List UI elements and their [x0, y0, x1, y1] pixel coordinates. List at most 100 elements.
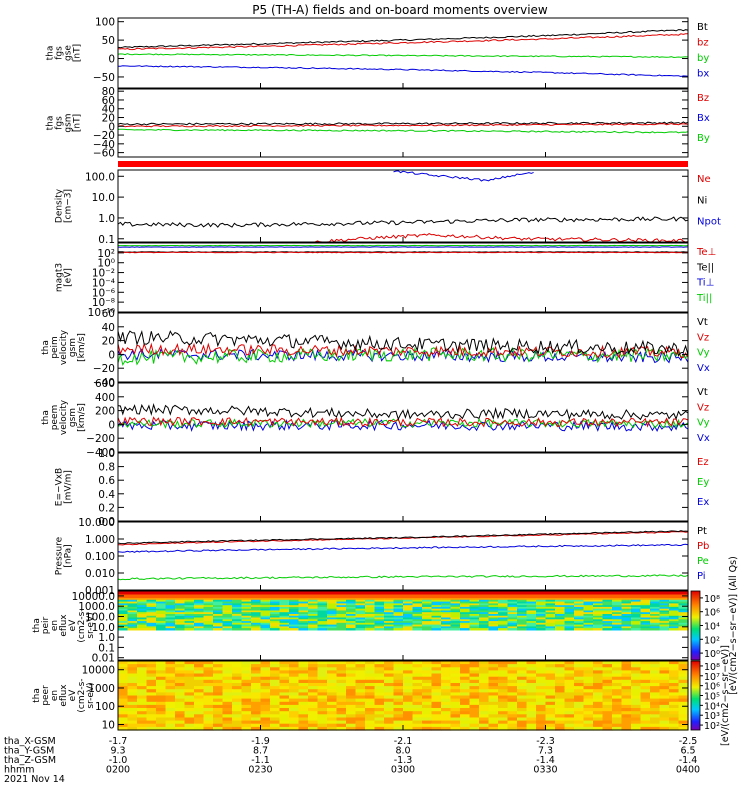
- spectrogram-cell: [194, 695, 205, 700]
- spectrogram-cell: [232, 704, 243, 709]
- spectrogram-cell: [289, 676, 300, 681]
- spectrogram-cell: [441, 695, 452, 700]
- spectrogram-cell: [289, 723, 300, 728]
- spectrogram-cell: [127, 723, 138, 728]
- spectrogram-cell: [602, 689, 613, 693]
- spectrogram-cell: [308, 701, 319, 706]
- spectrogram-cell: [574, 679, 585, 684]
- spectrogram-cell: [469, 624, 480, 627]
- spectrogram-cell: [279, 701, 290, 706]
- spectrogram-cell: [251, 704, 262, 709]
- x-tick-value: -1.4: [679, 755, 698, 766]
- spectrogram-cell: [593, 664, 604, 668]
- spectrogram-cell: [393, 601, 404, 604]
- spectrogram-cell: [156, 673, 167, 678]
- spectrogram-cell: [631, 626, 642, 629]
- spectrogram-cell: [279, 621, 290, 624]
- spectrogram-cell: [450, 692, 461, 697]
- spectrogram-cell: [298, 628, 309, 631]
- spectrogram-cell: [213, 610, 224, 613]
- spectrogram-cell: [412, 605, 423, 608]
- spectrogram-cell: [450, 624, 461, 627]
- spectrogram-cell: [213, 667, 224, 671]
- spectrogram-cell: [289, 667, 300, 671]
- spectrogram-cell: [298, 591, 309, 594]
- spectrogram-cell: [346, 692, 357, 697]
- spectrogram-cell: [488, 683, 499, 687]
- spectrogram-cell: [517, 626, 528, 629]
- spectrogram-cell: [602, 692, 613, 697]
- spectrogram-cell: [669, 591, 680, 594]
- spectrogram-cell: [460, 701, 471, 706]
- spectrogram-cell: [336, 720, 347, 725]
- spectrogram-cell: [308, 610, 319, 613]
- spectrogram-cell: [479, 594, 490, 597]
- spectrogram-cell: [175, 598, 186, 601]
- spectrogram-cell: [270, 698, 281, 703]
- spectrogram-cell: [384, 610, 395, 613]
- spectrogram-cell: [317, 704, 328, 709]
- spectrogram-cell: [507, 686, 518, 690]
- spectrogram-cell: [536, 601, 547, 604]
- y-tick-label: 0.1: [98, 642, 115, 654]
- spectrogram-cell: [336, 704, 347, 709]
- spectrogram-cell: [127, 628, 138, 631]
- spectrogram-cell: [146, 670, 157, 675]
- spectrogram-cell: [251, 624, 262, 627]
- spectrogram-cell: [564, 695, 575, 700]
- spectrogram-cell: [678, 667, 689, 671]
- spectrogram-cell: [279, 689, 290, 693]
- spectrogram-cell: [374, 714, 385, 718]
- spectrogram-cell: [203, 626, 214, 629]
- spectrogram-cell: [137, 592, 148, 596]
- spectrogram-cell: [384, 667, 395, 671]
- spectrogram-cell: [374, 711, 385, 715]
- spectrogram-cell: [184, 599, 195, 603]
- panel-frame: [117, 242, 689, 313]
- spectrogram-cell: [289, 698, 300, 703]
- spectrogram-cell: [203, 692, 214, 697]
- spectrogram-cell: [355, 726, 366, 731]
- spectrogram-cell: [203, 621, 214, 624]
- spectrogram-cell: [441, 689, 452, 693]
- spectrogram-cell: [612, 606, 623, 610]
- spectrogram-cell: [555, 608, 566, 612]
- spectrogram-cell: [222, 626, 233, 629]
- spectrogram-cell: [241, 624, 252, 627]
- spectrogram-cell: [631, 592, 642, 596]
- spectrogram-cell: [384, 608, 395, 612]
- spectrogram-cell: [602, 615, 613, 619]
- spectrogram-cell: [536, 670, 547, 675]
- spectrogram-cell: [555, 708, 566, 712]
- spectrogram-cell: [384, 621, 395, 624]
- spectrogram-cell: [631, 683, 642, 687]
- spectrogram-cell: [222, 621, 233, 624]
- legend-entry: Ti||: [696, 293, 712, 304]
- spectrogram-cell: [213, 664, 224, 668]
- spectrogram-cell: [659, 673, 670, 678]
- legend-entry: Vy: [697, 348, 710, 359]
- spectrogram-cell: [517, 601, 528, 604]
- spectrogram-cell: [526, 606, 537, 610]
- spectrogram-cell: [469, 679, 480, 684]
- spectrogram-cell: [422, 723, 433, 728]
- spectrogram-cell: [146, 624, 157, 627]
- spectrogram-cell: [317, 692, 328, 697]
- spectrogram-cell: [555, 679, 566, 684]
- spectrogram-cell: [450, 621, 461, 624]
- spectrogram-cell: [127, 624, 138, 627]
- spectrogram-cell: [621, 615, 632, 619]
- spectrogram-cell: [213, 683, 224, 687]
- spectrogram-cell: [460, 717, 471, 722]
- spectrogram-cell: [460, 704, 471, 709]
- spectrogram-cell: [640, 599, 651, 603]
- spectrogram-cell: [327, 591, 338, 594]
- spectrogram-cell: [403, 617, 414, 620]
- spectrogram-cell: [631, 701, 642, 706]
- spectrogram-cell: [118, 617, 129, 620]
- spectrogram-cell: [602, 661, 613, 665]
- spectrogram-cell: [488, 606, 499, 610]
- spectrogram-cell: [460, 698, 471, 703]
- spectrogram-cell: [412, 667, 423, 671]
